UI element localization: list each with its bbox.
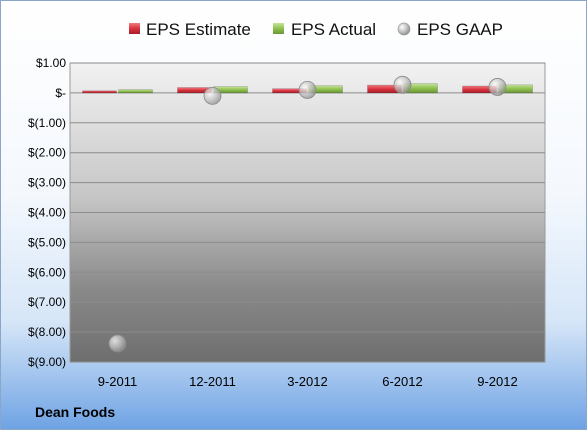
x-tick-label: 3-2012 (287, 374, 327, 389)
y-tick-label: $(8.00) (28, 325, 66, 339)
company-name: Dean Foods (35, 404, 115, 420)
y-tick-label: $(9.00) (28, 355, 66, 369)
point-eps-gaap (488, 78, 507, 96)
x-tick-label: 6-2012 (382, 374, 422, 389)
x-tick-label: 12-2011 (189, 374, 236, 389)
y-tick-label: $(2.00) (28, 146, 66, 160)
point-eps-gaap (393, 75, 412, 94)
legend-label-gaap: EPS GAAP (417, 20, 503, 39)
y-tick-label: $(4.00) (28, 206, 66, 220)
legend-swatch-actual (273, 23, 284, 34)
legend-swatch-gaap (397, 22, 411, 36)
y-axis-ticks: $1.00 $- $(1.00) $(2.00) $(3.00) $(4.00) $(5.0… (28, 56, 66, 369)
legend-label-estimate: EPS Estimate (146, 20, 251, 39)
legend-swatch-estimate (129, 23, 140, 34)
y-tick-label: $(6.00) (28, 265, 66, 279)
y-tick-label: $1.00 (36, 56, 66, 70)
y-tick-label: $(7.00) (28, 295, 66, 309)
point-eps-gaap (298, 81, 317, 99)
bar-eps-actual (118, 89, 153, 94)
y-tick-label: $- (55, 86, 66, 100)
y-tick-label: $(5.00) (28, 235, 66, 249)
gaap-points (108, 75, 507, 353)
point-eps-gaap (203, 86, 222, 105)
y-tick-label: $(3.00) (28, 176, 66, 190)
x-tick-label: 9-2011 (98, 374, 138, 389)
point-eps-gaap (108, 334, 127, 353)
x-tick-label: 9-2012 (477, 374, 517, 389)
y-tick-label: $(1.00) (28, 116, 66, 130)
x-axis-ticks: 9-2011 12-2011 3-2012 6-2012 9-2012 (98, 374, 518, 389)
bar-eps-estimate (82, 90, 117, 94)
legend: EPS Estimate EPS Actual EPS GAAP (129, 20, 503, 39)
legend-label-actual: EPS Actual (291, 20, 376, 39)
